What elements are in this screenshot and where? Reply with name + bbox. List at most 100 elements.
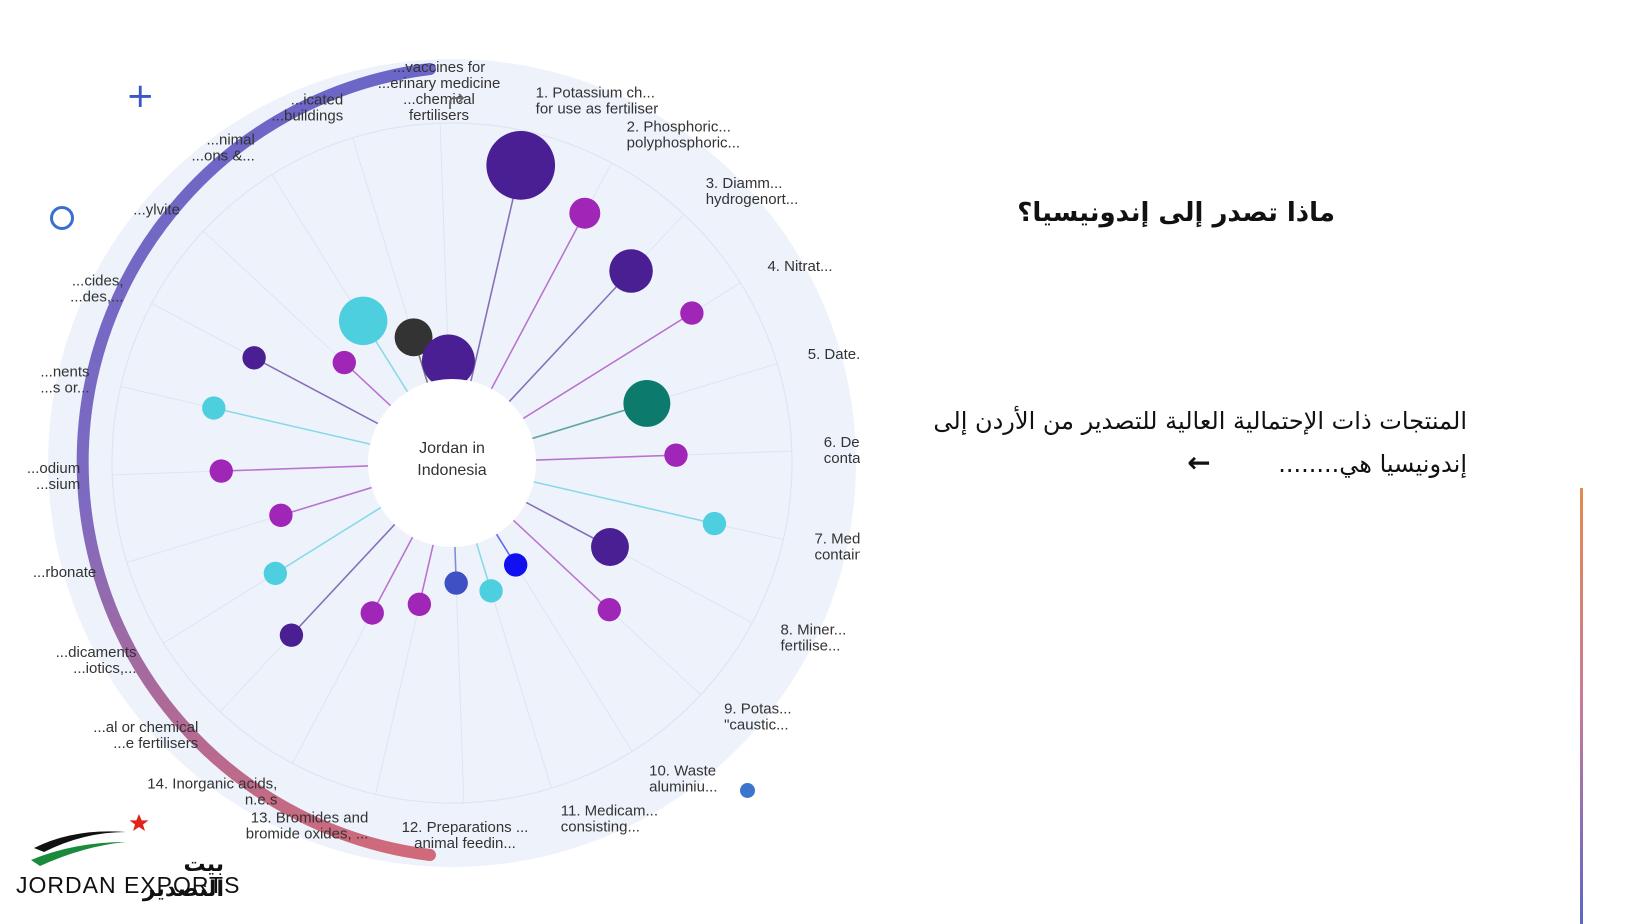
category-label-line: ...ylvite	[133, 201, 180, 218]
category-label-line: ...sium	[36, 476, 80, 493]
radial-bubble-chart: 1. Potassium ch... for use as fertiliser2…	[27, 59, 860, 867]
data-point	[479, 579, 503, 603]
category-label: ...nimal ...ons &...	[191, 132, 254, 165]
category-label-line: ...dicaments	[56, 644, 137, 661]
category-label-line: fertilise...	[780, 638, 840, 655]
category-label-line: hydrogenort...	[706, 191, 799, 208]
data-point	[591, 528, 629, 566]
category-label: 4. Nitrat...	[767, 258, 832, 275]
category-label: 11. Medicam... consisting...	[561, 803, 658, 836]
category-label: ...al or chemical ...e fertilisers	[93, 719, 198, 752]
category-label-line: ...cides,	[72, 272, 124, 289]
slide-title: ماذا تصدر إلى إندونيسيا؟	[1017, 198, 1335, 228]
data-stem	[290, 523, 396, 636]
category-label: 5. Date...	[808, 346, 860, 363]
category-label-line: 7. Medi...	[814, 531, 860, 548]
dot-decoration	[740, 783, 755, 798]
category-label-line: 5. Date...	[808, 346, 860, 363]
category-label-line: polyphosphoric...	[627, 135, 740, 152]
data-point	[242, 346, 266, 370]
category-label-line: 14. Inorganic acids,	[147, 775, 277, 792]
category-label: 2. Phosphoric... polyphosphoric...	[627, 119, 740, 152]
category-label-line: ...al or chemical	[93, 719, 198, 736]
category-label: 1. Potassium ch... for use as fertiliser	[536, 85, 659, 118]
category-label-line: consisting...	[561, 819, 640, 836]
data-point	[444, 571, 468, 595]
category-label-line: animal feedin...	[414, 835, 516, 852]
data-stem	[253, 357, 379, 425]
category-label-line: ...s or...	[40, 379, 89, 396]
data-stem	[490, 212, 586, 390]
category-label-line: ...erinary medicine	[378, 75, 501, 92]
category-label-line: 12. Preparations ...	[402, 819, 529, 836]
side-accent-rule	[1580, 488, 1583, 924]
data-stem	[213, 407, 371, 445]
data-point	[279, 623, 304, 647]
data-stem	[535, 454, 677, 461]
data-stem	[221, 465, 369, 472]
category-label-line: ...chemical	[403, 91, 475, 108]
category-label-line: 2. Phosphoric...	[627, 119, 731, 136]
data-bubbles	[202, 131, 727, 647]
category-label-line: 13. Bromides and	[251, 809, 369, 826]
category-label-line: ...iotics,...	[73, 660, 136, 677]
data-point	[407, 592, 432, 616]
category-labels: 1. Potassium ch... for use as fertiliser2…	[27, 59, 860, 852]
logo-arabic-text: بيت التصدير	[142, 852, 224, 902]
data-stem	[280, 486, 372, 517]
category-label-line: ...des,...	[70, 288, 123, 305]
circle-icon	[50, 206, 74, 230]
category-label-line: 9. Potas...	[724, 701, 792, 718]
category-label: ...icated ...buildings	[272, 91, 344, 124]
data-point	[269, 503, 293, 528]
data-point	[702, 511, 727, 536]
category-label-line: 10. Waste	[649, 762, 716, 779]
center-label-line-2: Indonesia	[417, 462, 486, 479]
data-point	[338, 296, 388, 346]
category-label: 6. Deriv...contain...	[824, 434, 860, 467]
data-stem	[371, 536, 414, 614]
category-label: 8. Miner... fertilise...	[780, 622, 846, 655]
data-point	[394, 318, 433, 357]
data-point	[202, 396, 226, 420]
category-label-line: contain...	[814, 547, 860, 564]
data-point	[664, 443, 688, 467]
data-point	[209, 459, 233, 483]
data-point	[486, 131, 556, 200]
category-label-line: ...rbonate	[33, 564, 96, 581]
share-arrow-icon[interactable]	[449, 93, 465, 109]
data-point	[503, 553, 528, 577]
category-label: ...ylvite	[133, 201, 180, 218]
category-label: ...rbonate	[33, 564, 96, 581]
category-label-line: fertilisers	[409, 107, 469, 124]
grid-outer-ring	[111, 122, 793, 804]
logo-english-text: JORDAN EXPORTS	[16, 872, 241, 898]
category-label-line: 8. Miner...	[780, 622, 846, 639]
category-label-line: "caustic...	[724, 717, 789, 734]
data-point	[623, 379, 671, 427]
category-label-line: n.e.s	[245, 791, 278, 808]
body-text: المنتجات ذات الإحتمالية العالية للتصدير …	[933, 407, 1467, 478]
jordan-exports-logo: بيت التصدير JORDAN EXPORTS	[14, 808, 239, 902]
data-point	[360, 601, 384, 625]
category-label-line: ...buildings	[272, 107, 344, 124]
data-stem	[508, 270, 632, 403]
category-label: ...nents ...s or...	[40, 363, 89, 396]
category-label: 7. Medi...contain...	[814, 531, 860, 564]
category-label: ...dicaments ...iotics,...	[56, 644, 137, 677]
category-label: ...vaccines for ...erinary medicine ...che…	[378, 59, 501, 124]
data-point	[609, 249, 653, 293]
slide-body: المنتجات ذات الإحتمالية العالية للتصدير …	[907, 400, 1467, 485]
category-label-line: ...vaccines for	[393, 59, 486, 76]
data-stem	[470, 165, 522, 382]
category-label: ...odium ...sium	[27, 460, 80, 493]
data-stem	[274, 506, 382, 575]
data-point	[569, 197, 601, 229]
star-icon	[129, 814, 149, 831]
data-stem	[512, 519, 610, 611]
flag-stripes-icon	[34, 831, 126, 852]
category-label-line: ...odium	[27, 460, 80, 477]
category-label-line: 3. Diamm...	[706, 175, 783, 192]
category-label-line: 4. Nitrat...	[767, 258, 832, 275]
category-label: 14. Inorganic acids, n.e.s	[147, 775, 277, 808]
